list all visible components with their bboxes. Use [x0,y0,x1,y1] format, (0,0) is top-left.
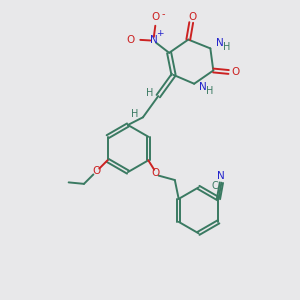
Text: -: - [162,9,165,19]
Text: H: H [223,42,230,52]
Text: H: H [206,86,214,96]
Text: O: O [152,13,160,22]
Text: O: O [189,12,197,22]
Text: N: N [217,171,225,181]
Text: O: O [152,168,160,178]
Text: C: C [212,181,218,190]
Text: N: N [199,82,207,92]
Text: O: O [127,35,135,45]
Text: N: N [150,35,158,46]
Text: N: N [216,38,224,48]
Text: O: O [231,67,239,77]
Text: H: H [131,110,138,119]
Text: O: O [92,167,100,176]
Text: H: H [146,88,154,98]
Text: +: + [156,28,164,38]
